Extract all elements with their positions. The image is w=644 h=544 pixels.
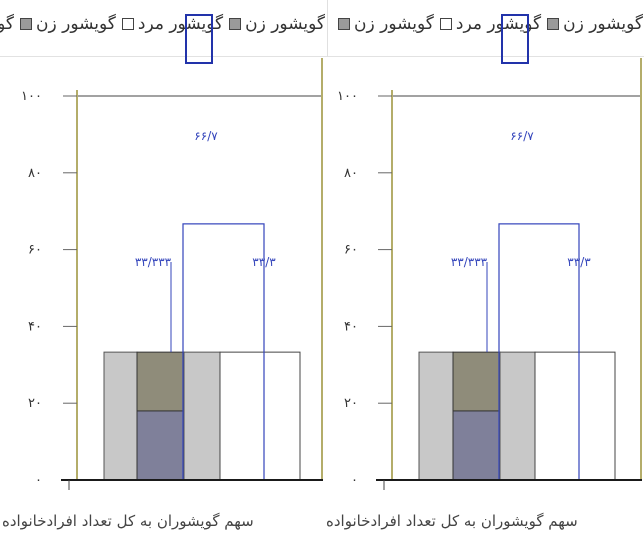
legend-left-label-0: گویشور زن: [245, 14, 325, 34]
bar-female-2-right: [499, 351, 536, 481]
legend-left-item-0[interactable]: گویشور زن: [229, 14, 325, 34]
y-tick-label-left-3: ۶۰: [28, 243, 42, 258]
data-label-total-left: ۶۶/۷: [194, 129, 218, 143]
y-tick-label-left-0: ۰: [35, 473, 42, 488]
female-swatch-icon: [229, 18, 242, 30]
legend-right-item-1[interactable]: گویشور مرد: [439, 14, 542, 34]
data-label-male-left: ۳۳/۳: [252, 255, 276, 269]
data-label-male-right: ۳۳/۳: [567, 255, 591, 269]
bar-dark-top-left: [136, 351, 185, 412]
legend-right-label-0: گویشور زن: [563, 14, 643, 34]
y-tick-label-right-3: ۶۰: [344, 243, 358, 258]
y-tick-label-right-5: ۱۰۰: [337, 89, 358, 104]
legend-left-item-1[interactable]: گویشور مرد: [121, 14, 224, 34]
bar-female-1-right: [418, 351, 454, 481]
y-tick-label-right-2: ۴۰: [344, 319, 358, 334]
female-swatch-icon: [338, 18, 351, 30]
bar-dark-top-right: [452, 351, 501, 412]
bar-dark-bottom-right: [452, 410, 501, 481]
data-label-total-right: ۶۶/۷: [510, 129, 534, 143]
y-tick-label-right-0: ۰: [351, 473, 358, 488]
bar-male-left: [219, 351, 301, 481]
selection-handle-right[interactable]: [501, 14, 529, 64]
legend-left-item-3[interactable]: گویشور مرد: [0, 14, 14, 34]
legend-left-label-1: گویشور مرد: [137, 14, 224, 34]
selection-handle-left[interactable]: [185, 14, 213, 64]
legend-right-label-1: گویشور مرد: [455, 14, 542, 34]
y-tick-label-right-4: ۸۰: [344, 166, 358, 181]
category-label-right: سهم گویشوران به کل تعداد افرادخانواده: [326, 512, 578, 530]
legend-left-label-3: گویشور مرد: [0, 14, 15, 34]
legend-left-label-2: گویشور زن: [36, 14, 116, 34]
y-tick-label-right-1: ۲۰: [344, 396, 358, 411]
category-label-left: سهم گویشوران به کل تعداد افرادخانواده: [2, 512, 254, 530]
female-swatch-icon: [547, 18, 560, 30]
y-tick-label-left-5: ۱۰۰: [21, 89, 42, 104]
legend-right-label-2: گویشور زن: [354, 14, 434, 34]
male-swatch-icon: [121, 18, 134, 30]
bar-male-right: [534, 351, 616, 481]
legend-left-item-2[interactable]: گویشور زن: [20, 14, 116, 34]
bar-female-1-left: [103, 351, 138, 481]
y-tick-label-left-2: ۴۰: [28, 319, 42, 334]
legend-right-item-0[interactable]: گویشور زن: [547, 14, 643, 34]
bar-dark-bottom-left: [136, 410, 185, 481]
data-label-female-left: ۳۳/۳۳۳: [135, 255, 172, 269]
male-swatch-icon: [439, 18, 452, 30]
legend-right-item-2[interactable]: گویشور زن: [338, 14, 434, 34]
bar-female-2-left: [183, 351, 221, 481]
legend-row-right: گویشور زن گویشور مرد گویشور زن: [338, 14, 643, 34]
y-tick-label-left-1: ۲۰: [28, 396, 42, 411]
y-tick-label-left-4: ۸۰: [28, 166, 42, 181]
legend-right: گویشور زن گویشور مرد گویشور زن: [327, 0, 644, 57]
data-label-female-right: ۳۳/۳۳۳: [451, 255, 488, 269]
female-swatch-icon: [20, 18, 33, 30]
